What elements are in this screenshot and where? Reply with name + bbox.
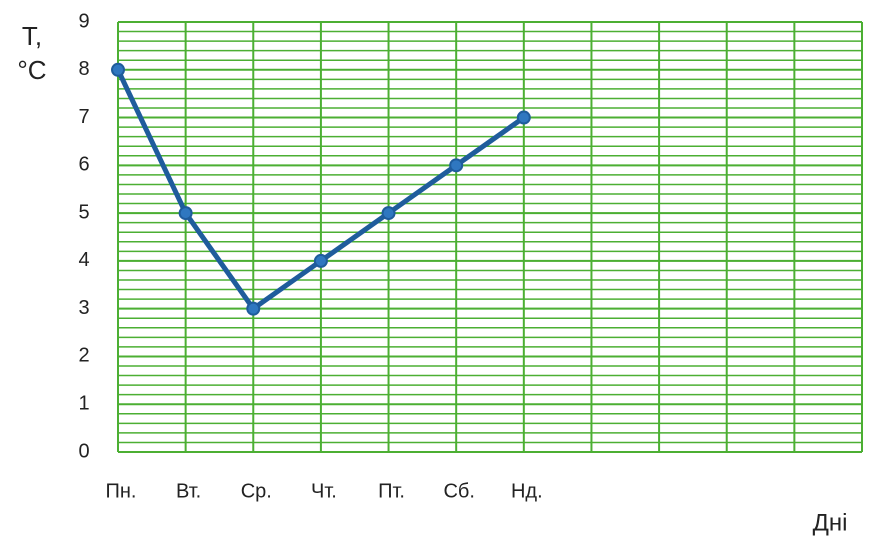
y-tick-label: 7 [78,106,89,128]
x-axis-label: Дні [813,509,848,536]
y-tick-label: 5 [78,201,89,223]
point [178,206,193,221]
x-tick-label: Вт. [176,480,201,502]
y-tick-label: 6 [78,154,89,176]
x-tick-label: Пн. [106,480,137,502]
x-tick-label: Нд. [511,480,543,502]
x-tick-label: Ср. [241,480,272,502]
x-tick-label: Сб. [443,480,474,502]
point [516,110,531,125]
y-tick-label: 8 [78,58,89,80]
point [381,206,396,221]
y-axis-label: °C [17,55,46,85]
y-tick-label: 9 [78,10,89,32]
y-tick-label: 4 [78,249,89,271]
y-tick-label: 0 [78,440,89,462]
y-tick-label: 1 [78,393,89,415]
point [246,301,261,316]
point [111,62,125,77]
point [313,253,328,268]
y-axis-label: T, [22,21,42,51]
x-tick-label: Пт. [378,480,405,502]
x-tick-label: Чт. [311,480,337,502]
point [449,158,464,173]
y-tick-label: 3 [78,297,89,319]
y-tick-label: 2 [78,345,89,367]
